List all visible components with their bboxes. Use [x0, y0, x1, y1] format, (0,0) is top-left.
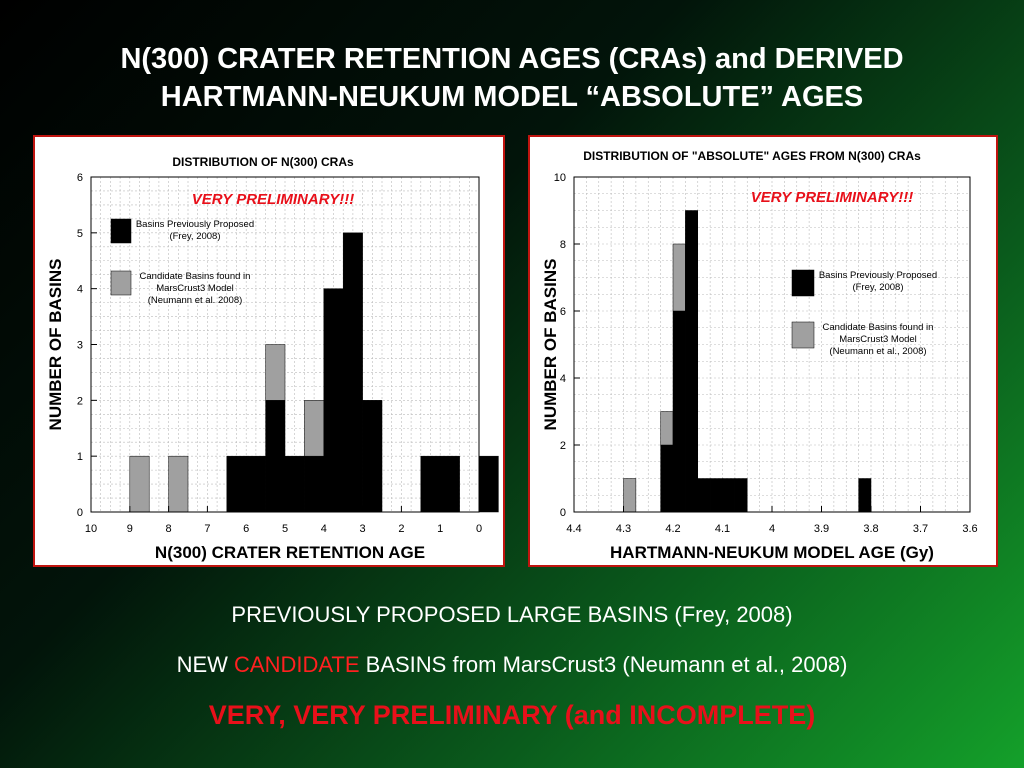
bar-candidate-basins [265, 344, 286, 401]
bar-candidate-basins [672, 243, 686, 312]
x-axis-label: N(300) CRATER RETENTION AGE [155, 543, 425, 562]
legend-label: Candidate Basins found in [823, 322, 934, 333]
x-tick-label: 4.2 [665, 523, 680, 535]
x-tick-label: 4 [321, 523, 327, 535]
legend: Basins Previously Proposed(Frey, 2008) Ca… [791, 269, 937, 357]
bar-candidate-basins [168, 455, 189, 513]
caption-new-prefix: NEW [176, 652, 235, 677]
x-tick-label: 3.7 [913, 523, 928, 535]
y-tick-label: 0 [560, 507, 566, 519]
caption-new-candidates: NEW CANDIDATE BASINS from MarsCrust3 (Ne… [0, 652, 1024, 678]
legend-label: Basins Previously Proposed [819, 270, 937, 281]
x-tick-label: 4.1 [715, 523, 730, 535]
caption-candidate-word: CANDIDATE [234, 652, 360, 677]
x-tick-label: 2 [398, 523, 404, 535]
bar-previous-basins [697, 478, 711, 513]
bar-previous-basins [284, 455, 305, 513]
x-tick-label: 7 [204, 523, 210, 535]
bar-previous-basins [660, 444, 674, 513]
legend-swatch-candidate [110, 270, 132, 296]
legend-swatch-candidate [791, 321, 815, 349]
legend-label: (Frey, 2008) [169, 231, 220, 242]
chart-title: DISTRIBUTION OF N(300) CRAs [172, 155, 354, 169]
legend-label: MarsCrust3 Model [839, 334, 917, 345]
x-tick-label: 9 [127, 523, 133, 535]
x-tick-label: 1 [437, 523, 443, 535]
x-tick-label: 4.3 [616, 523, 631, 535]
bar-previous-basins [439, 455, 460, 513]
y-tick-label: 2 [77, 395, 83, 407]
absolute-age-histogram: 4.4 4.3 4.2 4.1 4 3.9 3.8 3.7 3.6 0 2 4 6 8 10 DISTRIBU… [541, 149, 978, 562]
x-tick-label: 3 [360, 523, 366, 535]
x-tick-label: 10 [85, 523, 97, 535]
legend-swatch-previous [110, 218, 132, 244]
legend-label: (Neumann et al., 2008) [829, 346, 926, 357]
legend-label: Candidate Basins found in [140, 271, 251, 282]
x-tick-label: 0 [476, 523, 482, 535]
y-tick-label: 2 [560, 440, 566, 452]
y-tick-label: 0 [77, 507, 83, 519]
bar-previous-basins [304, 455, 325, 513]
y-tick-label: 6 [77, 172, 83, 184]
x-tick-label: 6 [243, 523, 249, 535]
grid [90, 176, 480, 513]
y-tick-label: 3 [77, 340, 83, 352]
legend-label: (Neumann et al. 2008) [148, 295, 243, 306]
caption-new-suffix: BASINS from MarsCrust3 (Neumann et al., … [359, 652, 848, 677]
legend-swatch-previous [791, 269, 815, 297]
bar-candidate-basins [623, 478, 637, 513]
y-tick-label: 4 [77, 284, 83, 296]
legend: Basins Previously Proposed(Frey, 2008) Ca… [110, 218, 254, 306]
bar-previous-basins [685, 210, 698, 513]
y-axis-label: NUMBER OF BASINS [46, 259, 65, 431]
bar-previous-basins [245, 455, 266, 513]
bar-previous-basins [265, 400, 286, 513]
x-axis-label: HARTMANN-NEUKUM MODEL AGE (Gy) [610, 543, 934, 562]
preliminary-stamp: VERY PRELIMINARY!!! [751, 189, 914, 206]
y-axis-label: NUMBER OF BASINS [541, 259, 560, 431]
slide-title-line2: HARTMANN-NEUKUM MODEL “ABSOLUTE” AGES [160, 81, 864, 113]
legend-label: MarsCrust3 Model [156, 283, 234, 294]
bar-previous-basins [362, 400, 383, 513]
absolute-age-histogram-panel: 4.4 4.3 4.2 4.1 4 3.9 3.8 3.7 3.6 0 2 4 6 8 10 DISTRIBU… [528, 135, 998, 567]
bar-previous-basins [672, 310, 686, 513]
x-tick-label: 3.8 [863, 523, 878, 535]
preliminary-warning: VERY, VERY PRELIMINARY (and INCOMPLETE) [208, 700, 816, 730]
legend-label: (Frey, 2008) [852, 282, 903, 293]
bar-candidate-basins [304, 400, 325, 457]
y-tick-label: 4 [560, 373, 566, 385]
y-tick-label: 1 [77, 451, 83, 463]
slide-title-line1: N(300) CRATER RETENTION AGES (CRAs) and … [120, 43, 904, 75]
y-tick-label: 5 [77, 228, 83, 240]
y-tick-label: 10 [554, 172, 566, 184]
chart-title: DISTRIBUTION OF "ABSOLUTE" AGES FROM N(3… [583, 149, 921, 163]
x-tick-label: 3.9 [814, 523, 829, 535]
legend-label: Basins Previously Proposed [136, 219, 254, 230]
x-tick-label: 4 [769, 523, 775, 535]
bar-previous-basins [478, 455, 499, 513]
bar-previous-basins [226, 455, 247, 513]
slide-title: N(300) CRATER RETENTION AGES (CRAs) and … [0, 40, 1024, 116]
x-tick-label: 3.6 [962, 523, 977, 535]
y-tick-label: 6 [560, 306, 566, 318]
x-tick-label: 4.4 [566, 523, 581, 535]
bar-previous-basins [342, 232, 363, 513]
bar-previous-basins [323, 288, 344, 513]
x-tick-label: 8 [166, 523, 172, 535]
bars [623, 210, 872, 513]
bar-previous-basins [734, 478, 748, 513]
caption-previous-basins: PREVIOUSLY PROPOSED LARGE BASINS (Frey, … [231, 602, 793, 627]
y-tick-label: 8 [560, 239, 566, 251]
bar-candidate-basins [129, 455, 150, 513]
bar-candidate-basins [660, 411, 674, 446]
cra-histogram-panel: 10 9 8 7 6 5 4 3 2 1 0 0 1 2 3 4 5 6 DISTRIBUTION OF N(300… [33, 135, 505, 567]
preliminary-stamp: VERY PRELIMINARY!!! [192, 191, 355, 208]
bar-previous-basins [709, 478, 723, 513]
x-tick-label: 5 [282, 523, 288, 535]
bars [129, 232, 499, 513]
bar-previous-basins [420, 455, 441, 513]
bar-previous-basins [858, 478, 872, 513]
bar-previous-basins [722, 478, 736, 513]
